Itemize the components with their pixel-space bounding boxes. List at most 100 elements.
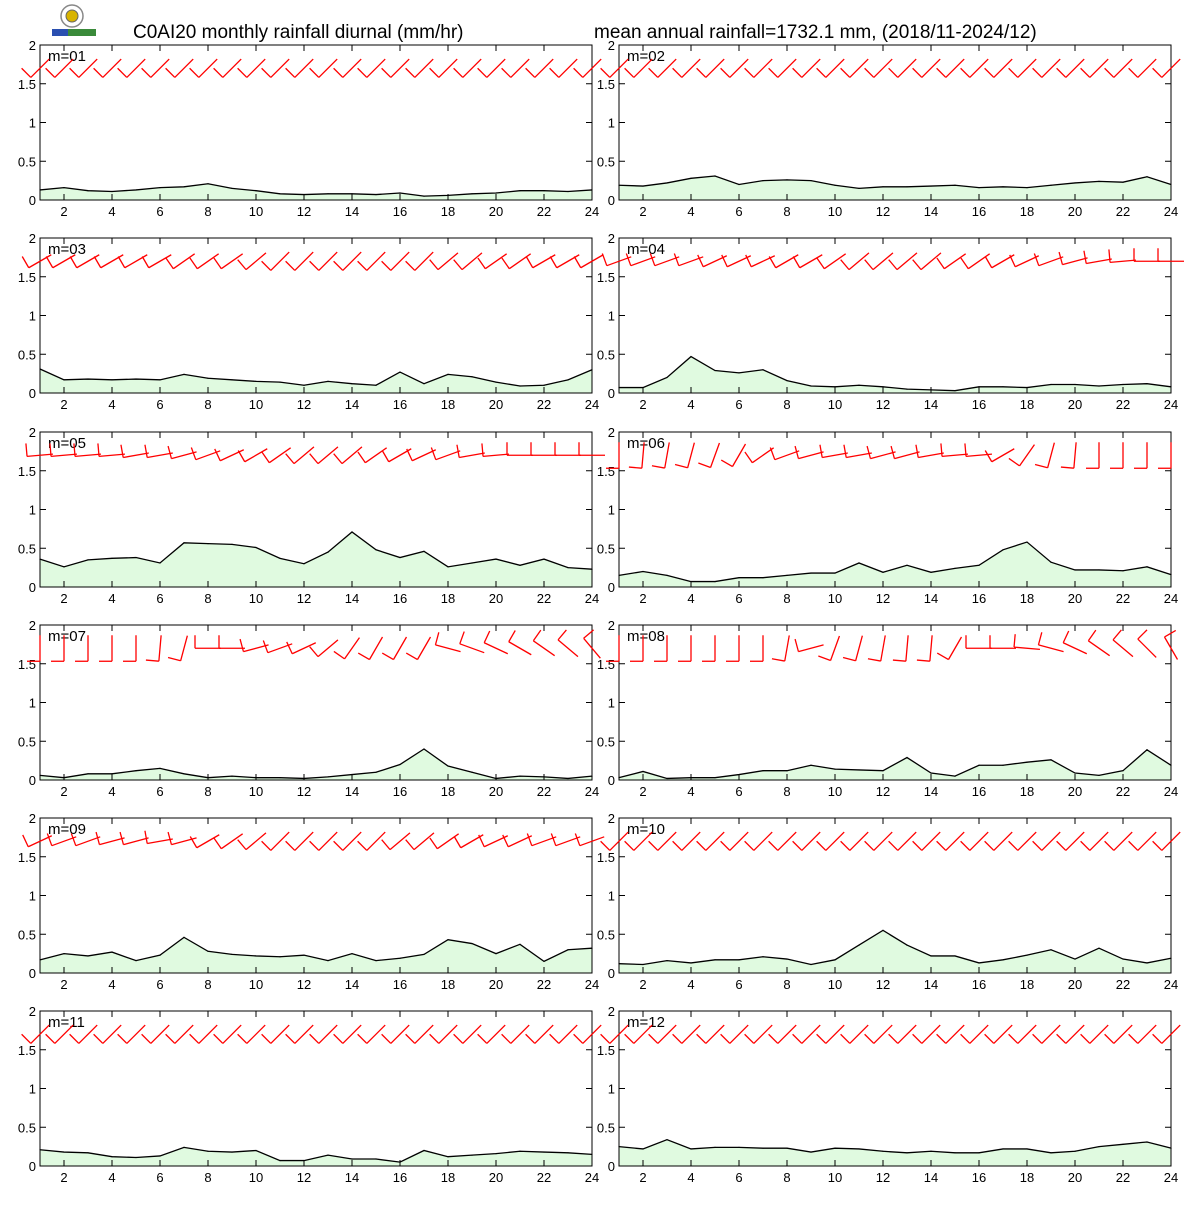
panel-m=02: 00.511.522 4 6 8 10 12 14 16 18 20 22 24m=02 [597,38,1181,219]
y-tick-label: 2 [29,38,36,53]
rain-point [738,372,740,374]
wind-barb-staff [98,453,126,458]
wind-barb-flag [45,67,56,78]
wind-barb-flag [1128,840,1139,851]
wind-barb [984,448,1015,463]
x-tick-label: 24 [585,591,599,606]
wind-barb [1056,1024,1085,1044]
rain-line [619,355,1172,392]
x-tick-label: 6 [156,1170,163,1185]
wind-barb-flag [549,67,560,78]
wind-barb-staff [102,58,122,78]
wind-barb-staff [532,254,556,269]
wind-barb-staff [558,58,578,78]
wind-barb-flag [502,834,509,848]
wind-barb [239,638,269,653]
y-tick-label: 1.5 [597,270,615,285]
wind-barb-staff [897,831,917,851]
rain-point [327,551,329,553]
wind-barb-flag [21,256,30,269]
x-tick-label: 24 [1164,591,1178,606]
y-tick-label: 0 [608,773,615,788]
wind-barb [630,635,644,662]
wind-barb [167,635,188,662]
rain-point [1098,180,1100,182]
wind-barb [22,834,53,848]
y-tick-label: 1 [29,889,36,904]
wind-barb-staff [486,58,506,78]
wind-barb-staff [681,58,701,78]
rain-point [810,963,812,966]
x-tick-label: 16 [393,784,407,799]
wind-barb-flag [309,453,319,465]
wind-barb-flag [406,448,413,462]
rain-point [930,185,932,187]
wind-barb [120,444,149,459]
wind-barb [651,442,670,469]
wind-barb-staff [870,451,896,460]
x-tick-label: 16 [393,397,407,412]
rain-point [279,193,281,195]
x-tick-label: 4 [687,977,694,992]
wind-barb-staff [1038,256,1064,267]
x-tick-label: 12 [297,591,311,606]
wind-barb [984,831,1013,851]
wind-barb [1152,1024,1181,1044]
wind-barb [1080,58,1109,78]
x-tick-label: 22 [1116,591,1130,606]
wind-barb [1083,250,1112,265]
rain-point [858,187,860,189]
wind-barb [357,831,386,851]
wind-barb-staff [484,253,508,270]
x-tick-label: 18 [441,977,455,992]
wind-barb [49,443,78,458]
wind-barb [405,1024,434,1044]
rain-point [834,184,836,186]
wind-barb [549,1024,578,1044]
month-label: m=06 [627,435,665,452]
wind-barb-flag [698,462,711,469]
wind-barb-flag [888,840,899,851]
wind-barb-flag [840,840,851,851]
rain-point [1122,383,1124,386]
wind-barb [1032,831,1061,851]
rain-point [882,1150,884,1152]
wind-barb-staff [1041,1024,1061,1044]
wind-barb-flag [141,256,150,269]
wind-barb-staff [609,58,629,78]
wind-barb-flag [309,646,319,658]
wind-barb-staff [873,1024,893,1044]
wind-barb [381,251,410,271]
rain-point [1002,386,1004,388]
rain-point [495,558,497,560]
x-tick-label: 4 [687,397,694,412]
wind-barb [842,635,863,662]
rain-point [231,953,233,956]
y-tick-label: 1 [608,696,615,711]
wind-barb-flag [936,1033,947,1044]
rain-point [231,775,233,777]
wind-barb-flag [1009,254,1016,268]
wind-barb-flag [672,840,683,851]
wind-barb-flag [648,1033,659,1044]
wind-barb [357,251,386,271]
wind-barb [261,447,292,464]
wind-barb-flag [818,655,831,662]
rain-point [882,186,884,188]
x-tick-label: 10 [249,977,263,992]
rain-point [762,369,764,371]
wind-barb [960,58,989,78]
wind-barb-flag [794,638,800,652]
wind-barb-flag [381,67,392,78]
rain-point [1074,383,1076,386]
wind-barb [429,833,460,850]
wind-barb-flag [262,640,269,653]
rain-point [375,960,377,962]
wind-barb-staff [30,1024,50,1044]
wind-barb-staff [148,254,172,269]
rain-point [231,187,233,189]
x-tick-label: 6 [735,977,742,992]
wind-barb-flag [93,256,102,269]
month-label: m=10 [627,821,665,838]
rain-point [714,580,716,583]
